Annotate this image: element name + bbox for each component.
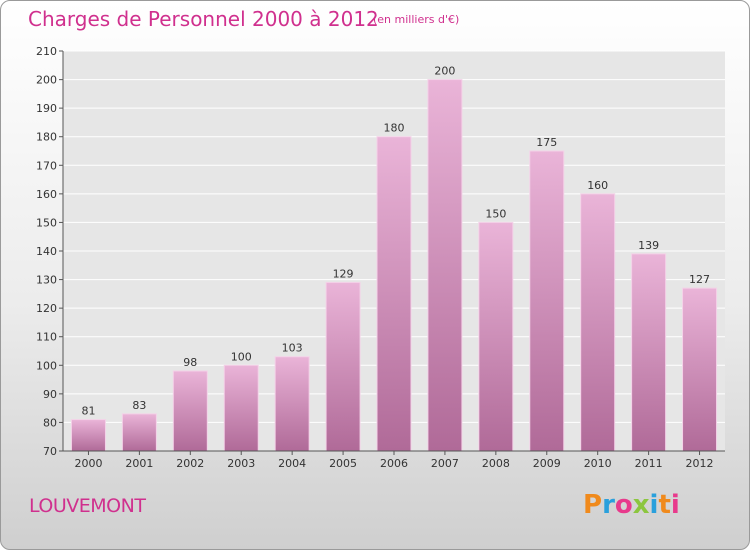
logo-letter: o xyxy=(614,490,633,520)
x-tick-label: 2000 xyxy=(74,457,102,470)
bar xyxy=(682,287,718,452)
bar xyxy=(223,364,259,452)
y-tick-label: 90 xyxy=(43,388,57,401)
place-name: LOUVEMONT xyxy=(29,495,146,517)
bar xyxy=(121,413,157,452)
y-tick-label: 210 xyxy=(36,45,57,58)
data-label: 139 xyxy=(638,239,659,252)
y-tick-label: 100 xyxy=(36,359,57,372)
chart-title: Charges de Personnel 2000 à 2012 xyxy=(28,7,379,31)
x-tick-label: 2006 xyxy=(380,457,408,470)
logo-letter: i xyxy=(670,490,680,520)
x-tick-label: 2010 xyxy=(584,457,612,470)
bar xyxy=(274,356,310,452)
bar xyxy=(580,193,616,452)
x-tick-label: 2008 xyxy=(482,457,510,470)
y-tick-label: 160 xyxy=(36,188,57,201)
y-tick-label: 70 xyxy=(43,445,57,458)
x-tick-label: 2012 xyxy=(686,457,714,470)
data-label: 127 xyxy=(689,273,710,286)
x-tick-label: 2004 xyxy=(278,457,306,470)
data-label: 180 xyxy=(384,122,405,135)
logo-letter: t xyxy=(658,490,671,520)
bar xyxy=(427,79,463,452)
y-tick-label: 140 xyxy=(36,245,57,258)
y-tick-label: 130 xyxy=(36,274,57,287)
bar xyxy=(529,150,565,452)
x-tick-label: 2005 xyxy=(329,457,357,470)
bar xyxy=(172,370,208,452)
y-tick-label: 190 xyxy=(36,102,57,115)
x-tick-label: 2002 xyxy=(176,457,204,470)
data-label: 175 xyxy=(536,136,557,149)
logo-letter: P xyxy=(583,490,603,520)
data-label: 200 xyxy=(434,65,455,78)
data-label: 100 xyxy=(231,350,252,363)
x-tick-label: 2007 xyxy=(431,457,459,470)
bars: 81 83 98 100 103 129 180 200 150 175 160 139 127 xyxy=(70,65,718,452)
y-tick-label: 180 xyxy=(36,131,57,144)
x-tick-label: 2001 xyxy=(125,457,153,470)
y-axis: 70 80 90 100 110 120 130 140 150 160 170 180 190 200 2… xyxy=(36,45,64,458)
proxiti-logo[interactable]: Proxiti xyxy=(583,490,680,520)
bar xyxy=(631,253,667,452)
data-label: 150 xyxy=(485,207,506,220)
bar xyxy=(325,281,361,452)
x-tick-label: 2011 xyxy=(635,457,663,470)
x-tick-label: 2009 xyxy=(533,457,561,470)
y-tick-label: 150 xyxy=(36,216,57,229)
bar xyxy=(478,221,514,452)
y-tick-label: 170 xyxy=(36,159,57,172)
bar xyxy=(376,136,412,452)
data-label: 129 xyxy=(333,267,354,280)
x-tick-label: 2003 xyxy=(227,457,255,470)
x-axis: 2000 2001 2002 2003 2004 2005 2006 2007 2008 2009… xyxy=(63,450,725,470)
data-label: 98 xyxy=(183,356,197,369)
data-label: 160 xyxy=(587,179,608,192)
data-label: 81 xyxy=(81,405,95,418)
logo-letter: x xyxy=(632,490,650,520)
y-tick-label: 110 xyxy=(36,331,57,344)
logo-letter: i xyxy=(649,490,659,520)
data-label: 83 xyxy=(132,399,146,412)
y-tick-label: 80 xyxy=(43,416,57,429)
logo-letter: r xyxy=(602,490,615,520)
y-tick-label: 200 xyxy=(36,74,57,87)
y-tick-label: 120 xyxy=(36,302,57,315)
bar xyxy=(70,419,106,452)
chart-subtitle: (en milliers d'€) xyxy=(373,13,460,26)
data-label: 103 xyxy=(282,342,303,355)
